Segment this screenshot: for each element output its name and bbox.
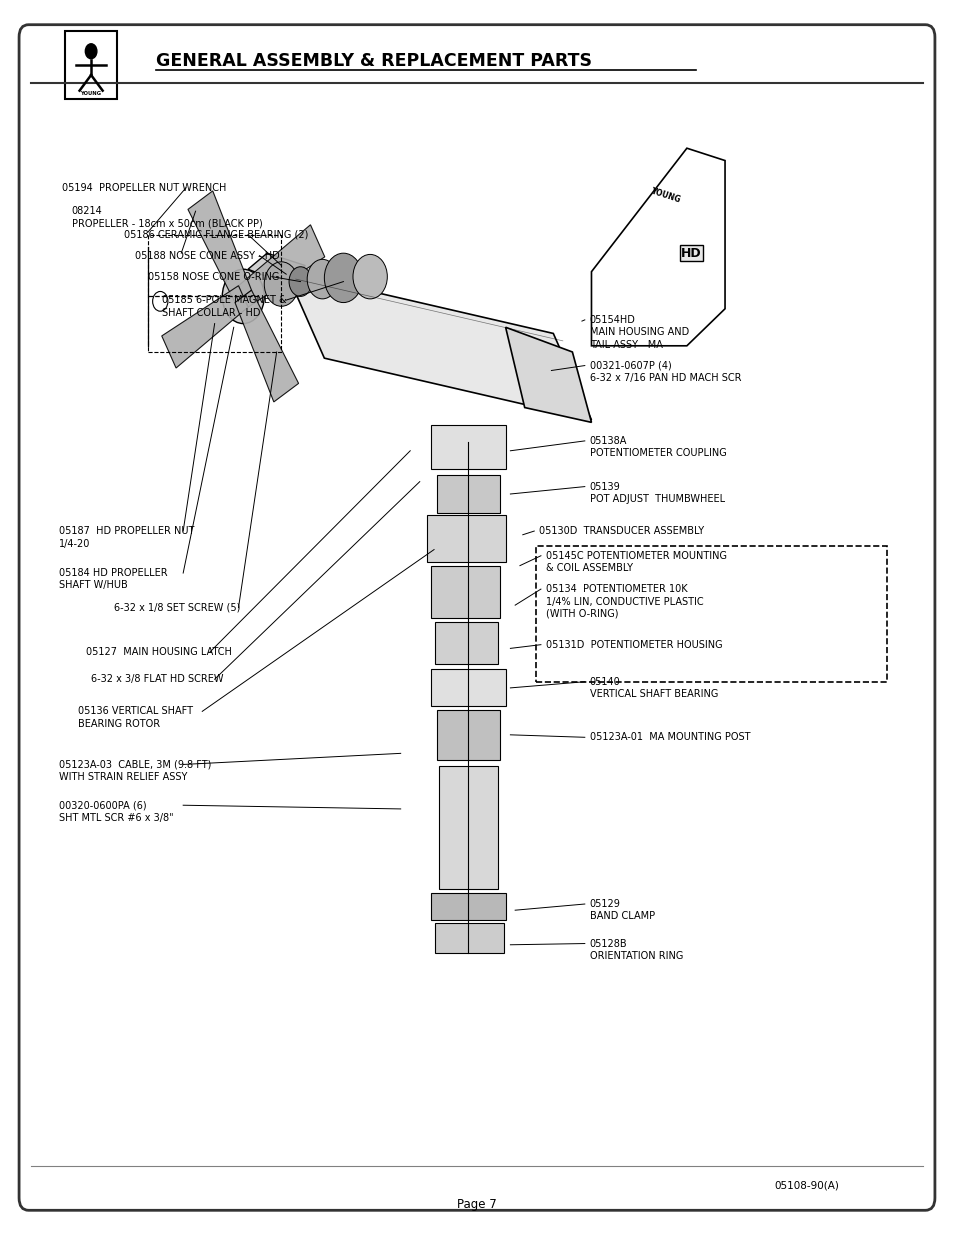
Text: 05131D  POTENTIOMETER HOUSING: 05131D POTENTIOMETER HOUSING <box>545 640 721 650</box>
Text: 05158 NOSE CONE O-RING: 05158 NOSE CONE O-RING <box>148 272 279 282</box>
Bar <box>427 515 505 562</box>
Text: YOUNG: YOUNG <box>80 91 102 96</box>
Circle shape <box>222 269 264 324</box>
Text: 05138A
POTENTIOMETER COUPLING: 05138A POTENTIOMETER COUPLING <box>589 436 725 458</box>
Text: YOUNG: YOUNG <box>649 186 681 204</box>
Bar <box>431 893 505 920</box>
Text: 6-32 x 3/8 FLAT HD SCREW: 6-32 x 3/8 FLAT HD SCREW <box>91 674 223 684</box>
Text: 05123A-03  CABLE, 3M (9.8 FT)
WITH STRAIN RELIEF ASSY: 05123A-03 CABLE, 3M (9.8 FT) WITH STRAIN… <box>59 760 212 782</box>
Circle shape <box>264 262 298 306</box>
Text: 05128B
ORIENTATION RING: 05128B ORIENTATION RING <box>589 939 682 961</box>
Circle shape <box>324 253 362 303</box>
Polygon shape <box>234 290 298 401</box>
Text: 05129
BAND CLAMP: 05129 BAND CLAMP <box>589 899 654 921</box>
Bar <box>435 923 503 953</box>
Bar <box>65 31 117 99</box>
Text: 08214
PROPELLER - 18cm x 50cm (BLACK PP): 08214 PROPELLER - 18cm x 50cm (BLACK PP) <box>71 206 262 228</box>
Text: 05154HD
MAIN HOUSING AND
TAIL ASSY - MA: 05154HD MAIN HOUSING AND TAIL ASSY - MA <box>589 315 688 350</box>
Text: 05108-90(A): 05108-90(A) <box>774 1181 839 1191</box>
Text: 05139
POT ADJUST  THUMBWHEEL: 05139 POT ADJUST THUMBWHEEL <box>589 482 724 504</box>
Text: 05194  PROPELLER NUT WRENCH: 05194 PROPELLER NUT WRENCH <box>62 183 226 193</box>
Text: 05145C POTENTIOMETER MOUNTING
& COIL ASSEMBLY: 05145C POTENTIOMETER MOUNTING & COIL ASS… <box>545 551 726 573</box>
Text: HD: HD <box>680 247 701 259</box>
Text: GENERAL ASSEMBLY & REPLACEMENT PARTS: GENERAL ASSEMBLY & REPLACEMENT PARTS <box>155 52 591 69</box>
Text: Page 7: Page 7 <box>456 1198 497 1212</box>
Text: 00320-0600PA (6)
SHT MTL SCR #6 x 3/8": 00320-0600PA (6) SHT MTL SCR #6 x 3/8" <box>59 800 173 823</box>
Text: 05130D  TRANSDUCER ASSEMBLY: 05130D TRANSDUCER ASSEMBLY <box>538 526 703 536</box>
Circle shape <box>289 267 312 296</box>
FancyBboxPatch shape <box>19 25 934 1210</box>
Bar <box>431 669 505 706</box>
Text: 05140
VERTICAL SHAFT BEARING: 05140 VERTICAL SHAFT BEARING <box>589 677 718 699</box>
Text: 05136 VERTICAL SHAFT
BEARING ROTOR: 05136 VERTICAL SHAFT BEARING ROTOR <box>78 706 193 729</box>
Polygon shape <box>286 272 591 420</box>
Bar <box>431 425 505 469</box>
Text: 05188 NOSE CONE ASSY - HD: 05188 NOSE CONE ASSY - HD <box>135 251 280 261</box>
Text: 05127  MAIN HOUSING LATCH: 05127 MAIN HOUSING LATCH <box>86 647 232 657</box>
Text: 05134  POTENTIOMETER 10K
1/4% LIN, CONDUCTIVE PLASTIC
(WITH O-RING): 05134 POTENTIOMETER 10K 1/4% LIN, CONDUC… <box>545 584 702 619</box>
Circle shape <box>85 43 97 59</box>
Circle shape <box>307 259 337 299</box>
Text: 05187  HD PROPELLER NUT
1/4-20: 05187 HD PROPELLER NUT 1/4-20 <box>59 526 194 548</box>
Bar <box>431 566 499 618</box>
Bar <box>435 622 497 664</box>
Text: 05123A-01  MA MOUNTING POST: 05123A-01 MA MOUNTING POST <box>589 732 749 742</box>
Circle shape <box>353 254 387 299</box>
Polygon shape <box>162 285 248 368</box>
Bar <box>438 766 497 889</box>
Polygon shape <box>188 191 252 303</box>
Text: 00321-0607P (4)
6-32 x 7/16 PAN HD MACH SCR: 00321-0607P (4) 6-32 x 7/16 PAN HD MACH … <box>589 361 740 383</box>
Text: 05184 HD PROPELLER
SHAFT W/HUB: 05184 HD PROPELLER SHAFT W/HUB <box>59 568 168 590</box>
Text: 05186 CERAMIC FLANGE BEARING (2): 05186 CERAMIC FLANGE BEARING (2) <box>124 230 308 240</box>
Polygon shape <box>505 327 591 422</box>
Bar <box>536 546 886 682</box>
Text: 05185 6-POLE MAGNET &
SHAFT COLLAR - HD: 05185 6-POLE MAGNET & SHAFT COLLAR - HD <box>162 295 287 317</box>
Circle shape <box>152 291 168 311</box>
Polygon shape <box>248 253 305 284</box>
Bar <box>436 475 499 513</box>
Bar <box>436 710 499 760</box>
Polygon shape <box>238 225 324 308</box>
Text: 6-32 x 1/8 SET SCREW (5): 6-32 x 1/8 SET SCREW (5) <box>114 603 240 613</box>
